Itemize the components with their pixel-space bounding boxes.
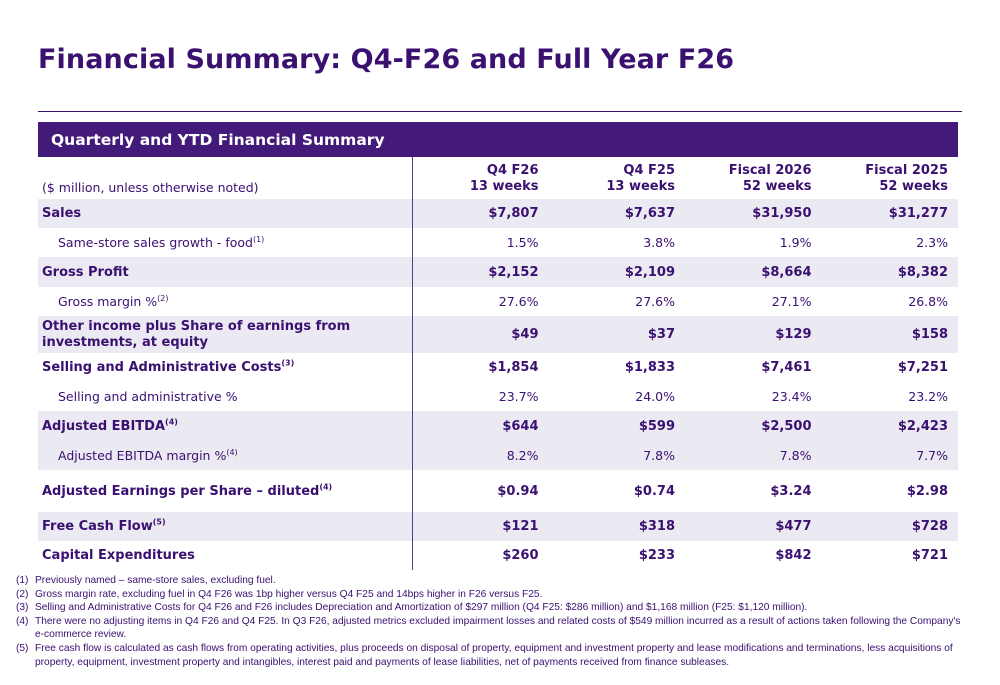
table-row: Adjusted EBITDA margin %(4) 8.2% 7.8% 7.… — [38, 441, 958, 470]
panel-header: Quarterly and YTD Financial Summary — [38, 122, 958, 157]
cell-value: $318 — [548, 512, 685, 541]
cell-value: $7,637 — [548, 199, 685, 228]
row-label: Gross margin %(2) — [58, 293, 169, 309]
cell-value: $7,807 — [411, 199, 549, 228]
cell-value: 27.1% — [771, 294, 812, 309]
cell-value: 23.7% — [411, 382, 549, 411]
cell-value: 8.2% — [411, 441, 549, 470]
cell-value: $158 — [821, 316, 958, 353]
page-title: Financial Summary: Q4-F26 and Full Year … — [38, 44, 735, 75]
cell-value: $31,950 — [685, 199, 822, 228]
cell-value: $2,423 — [821, 411, 958, 441]
row-label: Adjusted EBITDA margin %(4) — [38, 441, 412, 470]
cell-value: $37 — [548, 316, 685, 353]
cell-value: $2,109 — [548, 257, 685, 287]
title-divider — [38, 111, 962, 112]
row-label: Adjusted EBITDA(4) — [38, 411, 412, 441]
cell-value: $260 — [411, 541, 549, 570]
cell-value: 23.4% — [771, 389, 812, 404]
cell-value: 7.7% — [821, 441, 958, 470]
table-row: Selling and administrative % 23.7% 24.0%… — [38, 382, 958, 411]
column-header-fiscal-2026: Fiscal 2026 52 weeks — [728, 163, 812, 194]
units-label: ($ million, unless otherwise noted) — [42, 180, 259, 195]
row-label: Selling and administrative % — [58, 389, 238, 404]
footnote: (2) Gross margin rate, excluding fuel in … — [16, 588, 543, 600]
cell-value: 1.9% — [779, 235, 812, 250]
table-row: Selling and Administrative Costs(3) $1,8… — [38, 353, 958, 382]
row-label: Adjusted Earnings per Share – diluted(4) — [42, 482, 333, 499]
cell-value: $728 — [821, 512, 958, 541]
cell-value: $8,664 — [685, 257, 822, 287]
cell-value: $31,277 — [821, 199, 958, 228]
table-row: Other income plus Share of earnings from… — [38, 316, 958, 353]
cell-value: $842 — [775, 548, 812, 563]
table-row: Sales $7,807 $7,637 $31,950 $31,277 — [38, 199, 958, 228]
cell-value: $477 — [685, 512, 822, 541]
cell-value: $0.94 — [411, 470, 549, 512]
cell-value: 27.6% — [411, 287, 549, 316]
cell-value: $0.74 — [633, 483, 675, 499]
cell-value: $3.24 — [770, 483, 812, 499]
cell-value: $2.98 — [906, 483, 948, 499]
footnote: (4) There were no adjusting items in Q4 F… — [16, 615, 961, 641]
cell-value: $8,382 — [821, 257, 958, 287]
cell-value: $233 — [638, 548, 675, 563]
cell-value: $2,152 — [411, 257, 549, 287]
footnote: (1) Previously named – same-store sales, … — [16, 575, 276, 586]
cell-value: 7.8% — [685, 441, 822, 470]
footnote: (3) Selling and Administrative Costs for … — [16, 602, 808, 614]
cell-value: $7,251 — [897, 360, 948, 375]
footnotes: (1) Previously named – same-store sales, … — [16, 574, 966, 669]
row-label: Other income plus Share of earnings from… — [38, 316, 412, 353]
cell-value: $121 — [411, 512, 549, 541]
row-label: Same-store sales growth - food(1) — [58, 234, 265, 250]
row-label: Capital Expenditures — [42, 548, 195, 563]
row-label: Free Cash Flow(5) — [38, 512, 412, 541]
column-header-q4-f25: Q4 F25 13 weeks — [606, 163, 675, 194]
table-row: Gross margin %(2) 27.6% 27.6% 27.1% 26.8… — [38, 287, 958, 316]
table-row: Same-store sales growth - food(1) 1.5% 3… — [38, 228, 958, 257]
table-row: Adjusted EBITDA(4) $644 $599 $2,500 $2,4… — [38, 411, 958, 441]
cell-value: $2,500 — [685, 411, 822, 441]
cell-value: 1.5% — [411, 228, 549, 257]
table-header-row: ($ million, unless otherwise noted) Q4 F… — [38, 157, 958, 199]
table-row: Adjusted Earnings per Share – diluted(4)… — [38, 470, 958, 512]
table-row: Gross Profit $2,152 $2,109 $8,664 $8,382 — [38, 257, 958, 287]
cell-value: 7.8% — [548, 441, 685, 470]
cell-value: $1,854 — [411, 353, 549, 382]
cell-value: $129 — [685, 316, 822, 353]
cell-value: $1,833 — [624, 360, 675, 375]
column-header-fiscal-2025: Fiscal 2025 52 weeks — [865, 163, 948, 194]
cell-value: $599 — [548, 411, 685, 441]
cell-value: 3.8% — [643, 235, 675, 250]
cell-value: $49 — [411, 316, 549, 353]
row-label: Selling and Administrative Costs(3) — [42, 358, 295, 375]
financial-summary-panel: Quarterly and YTD Financial Summary ($ m… — [38, 122, 958, 570]
cell-value: 26.8% — [908, 294, 948, 309]
row-label: Sales — [38, 199, 412, 228]
row-label: Gross Profit — [38, 257, 412, 287]
footnote: (5) Free cash flow is calculated as cash … — [16, 642, 953, 668]
cell-value: 23.2% — [908, 389, 948, 404]
cell-value: $644 — [411, 411, 549, 441]
cell-value: 24.0% — [635, 389, 675, 404]
financial-summary-table: ($ million, unless otherwise noted) Q4 F… — [38, 157, 958, 570]
table-row: Free Cash Flow(5) $121 $318 $477 $728 — [38, 512, 958, 541]
cell-value: $7,461 — [761, 360, 812, 375]
cell-value: 2.3% — [916, 235, 948, 250]
cell-value: 27.6% — [635, 294, 675, 309]
table-row: Capital Expenditures $260 $233 $842 $721 — [38, 541, 958, 570]
column-header-q4-f26: Q4 F26 13 weeks — [411, 157, 549, 199]
cell-value: $721 — [911, 548, 948, 563]
